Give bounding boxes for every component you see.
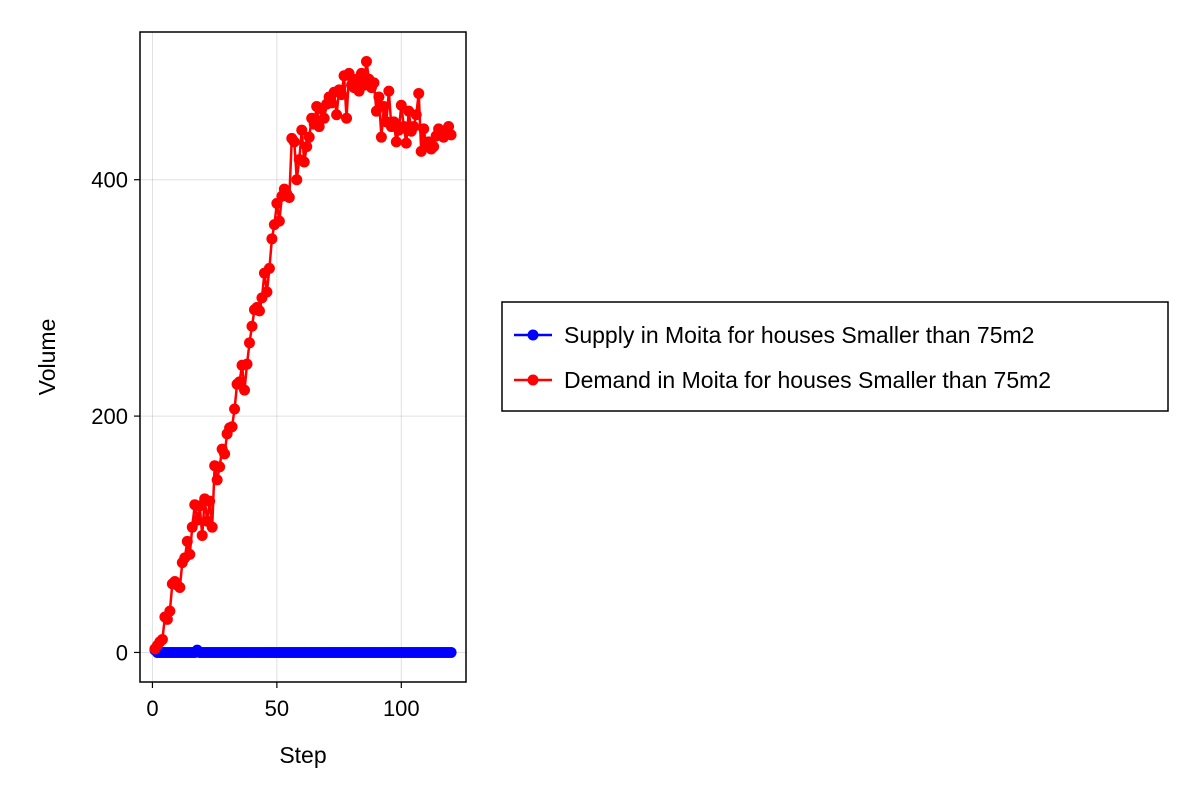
data-point xyxy=(174,581,186,593)
data-point xyxy=(390,136,402,148)
data-point xyxy=(408,121,420,133)
data-point xyxy=(206,521,218,533)
data-point xyxy=(395,99,407,111)
data-point xyxy=(413,87,425,99)
data-point xyxy=(291,174,303,186)
x-tick-label: 50 xyxy=(265,696,289,721)
data-point xyxy=(326,97,338,109)
legend-demand-marker xyxy=(527,374,539,386)
data-point xyxy=(298,156,310,168)
data-point xyxy=(261,286,273,298)
data-point xyxy=(244,337,255,349)
y-axis-label: Volume xyxy=(34,319,60,396)
data-point xyxy=(164,605,176,617)
data-point xyxy=(246,320,258,332)
series-supply xyxy=(149,644,457,658)
data-point xyxy=(229,403,241,415)
data-point xyxy=(239,384,251,396)
data-point xyxy=(410,109,422,121)
data-point xyxy=(263,262,275,274)
x-tick-label: 100 xyxy=(383,696,420,721)
data-point xyxy=(156,633,168,645)
data-point xyxy=(161,613,173,625)
data-point xyxy=(191,514,203,526)
data-point xyxy=(253,305,265,317)
axis-ticks: 0 50 100 0 200 400 xyxy=(91,168,419,721)
data-point xyxy=(388,116,400,128)
data-point xyxy=(360,56,372,68)
data-point xyxy=(266,233,278,245)
legend-box xyxy=(501,301,1169,412)
data-point xyxy=(383,85,395,97)
data-point xyxy=(196,529,208,541)
data-point xyxy=(343,67,355,79)
data-point xyxy=(214,461,226,473)
legend-supply-label: Supply in Moita for houses Smaller than … xyxy=(564,322,1034,348)
data-point xyxy=(418,123,430,135)
data-point xyxy=(296,124,308,136)
data-point xyxy=(378,100,390,112)
data-point xyxy=(234,376,246,388)
data-point xyxy=(303,131,315,143)
x-tick-label: 0 xyxy=(146,696,158,721)
series-layer xyxy=(149,56,457,658)
series-demand xyxy=(149,56,457,655)
data-point xyxy=(226,421,238,433)
data-point xyxy=(241,358,253,370)
data-point xyxy=(368,77,380,89)
data-point xyxy=(375,131,387,143)
data-point xyxy=(283,191,295,203)
data-point xyxy=(301,141,313,153)
data-point xyxy=(273,215,285,227)
data-point xyxy=(445,129,457,141)
data-point xyxy=(445,646,457,658)
data-point xyxy=(355,67,367,79)
data-point xyxy=(341,112,353,124)
x-axis-label: Step xyxy=(279,742,326,768)
data-point xyxy=(336,89,348,101)
data-point xyxy=(204,495,216,507)
data-point xyxy=(219,448,231,460)
data-point xyxy=(181,535,193,547)
data-point xyxy=(443,121,455,133)
data-point xyxy=(428,141,440,153)
y-tick-label: 200 xyxy=(91,404,128,429)
y-tick-label: 0 xyxy=(116,640,128,665)
data-point xyxy=(318,112,330,124)
legend-supply-marker xyxy=(527,329,539,341)
legend: Supply in Moita for houses Smaller than … xyxy=(501,301,1169,412)
plot-frame xyxy=(139,31,467,683)
data-point xyxy=(373,91,385,103)
data-point xyxy=(288,136,300,148)
legend-demand-label: Demand in Moita for houses Smaller than … xyxy=(564,367,1051,393)
data-point xyxy=(400,137,412,149)
data-point xyxy=(184,548,196,560)
data-point xyxy=(211,474,223,486)
data-point xyxy=(313,121,325,133)
y-tick-label: 400 xyxy=(91,168,128,193)
data-point xyxy=(331,109,343,121)
